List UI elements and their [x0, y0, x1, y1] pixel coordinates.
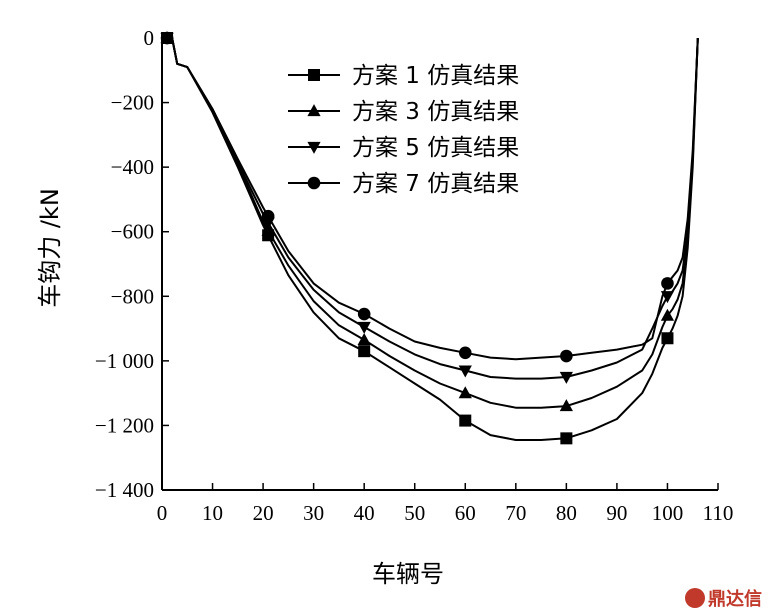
x-tick-label: 80 [556, 501, 577, 525]
x-tick-label: 50 [404, 501, 425, 525]
series-line [167, 37, 699, 409]
logo-icon [685, 588, 705, 608]
y-tick-label: −200 [111, 91, 154, 115]
series-1 [161, 32, 699, 445]
y-tick-label: −1 200 [95, 413, 154, 437]
series-line [167, 37, 699, 441]
legend-marker [307, 141, 321, 154]
x-tick-label: 40 [354, 501, 375, 525]
x-axis-title: 车辆号 [372, 560, 444, 588]
x-tick-label: 20 [253, 501, 274, 525]
legend-marker [307, 176, 321, 190]
y-tick-label: −600 [111, 220, 154, 244]
data-point-marker [660, 308, 675, 321]
x-tick-label: 30 [303, 501, 324, 525]
axes: 0 10 20 30 40 50 60 70 80 90 100 110 0 −200 −400 −600 −8… [95, 26, 733, 525]
legend-entry: 方案 1 仿真结果 [288, 63, 519, 89]
x-tick-label: 0 [157, 501, 168, 525]
data-point-marker [261, 209, 275, 223]
data-point-marker [357, 321, 371, 334]
data-point-marker [661, 332, 674, 345]
data-point-marker [661, 277, 674, 290]
data-point-marker [160, 31, 174, 45]
data-point-marker [459, 414, 472, 427]
watermark-text: 鼎达信 [708, 589, 762, 610]
y-tick-label: 0 [144, 26, 155, 50]
x-tick-label: 100 [652, 501, 684, 525]
watermark-logo: 鼎达信 [685, 585, 762, 611]
data-point-marker [357, 307, 371, 321]
y-tick-label: −1 400 [95, 478, 154, 502]
data-point-marker [458, 346, 472, 360]
data-point-marker [560, 349, 573, 363]
x-tick-label: 10 [202, 501, 223, 525]
x-tick-label: 90 [606, 501, 627, 525]
y-tick-label: −400 [111, 155, 154, 179]
legend-entry: 方案 5 仿真结果 [288, 135, 519, 161]
legend-label: 方案 5 仿真结果 [352, 135, 519, 161]
legend-label: 方案 7 仿真结果 [352, 171, 519, 197]
data-point-marker [559, 371, 573, 384]
y-tick-label: −1 000 [95, 349, 154, 373]
x-tick-label: 110 [703, 501, 734, 525]
data-point-marker [357, 332, 371, 345]
legend-marker [308, 69, 320, 81]
data-point-marker [458, 386, 472, 399]
legend-marker [307, 104, 321, 117]
legend-entry: 方案 3 仿真结果 [288, 99, 519, 125]
data-point-marker [261, 223, 275, 236]
x-tick-label: 70 [505, 501, 526, 525]
data-point-marker [559, 399, 573, 412]
series-line [167, 37, 699, 380]
y-axis-title: 车钩力 /kN [36, 188, 64, 308]
legend-entry: 方案 7 仿真结果 [288, 171, 519, 197]
x-tick-label: 60 [455, 501, 476, 525]
data-point-marker [358, 345, 371, 358]
y-tick-label: −800 [111, 284, 154, 308]
data-point-marker [458, 365, 472, 378]
data-point-marker [560, 432, 573, 445]
legend-label: 方案 3 仿真结果 [352, 99, 519, 125]
series-4 [160, 31, 699, 363]
series-line [167, 37, 699, 361]
series-layer [160, 31, 699, 445]
legend-label: 方案 1 仿真结果 [352, 63, 519, 89]
